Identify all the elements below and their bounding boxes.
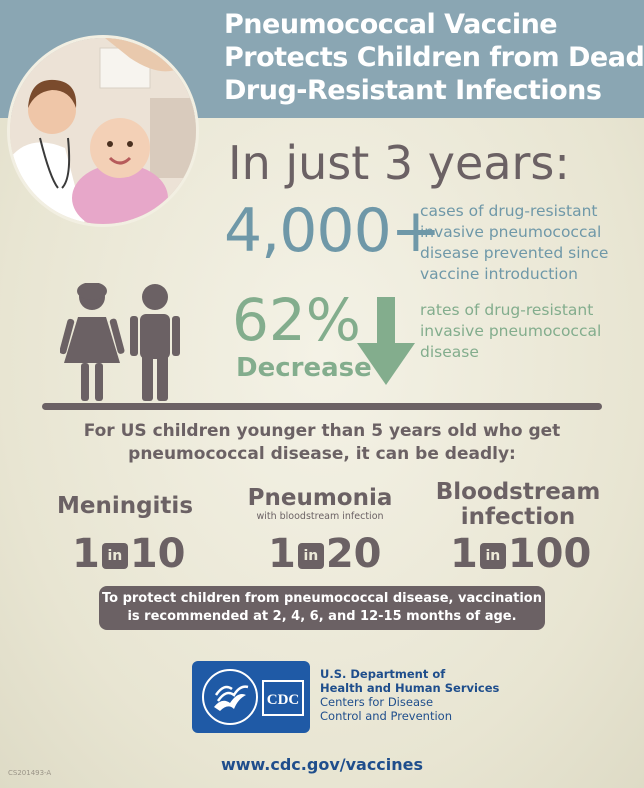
description-line: vaccine introduction	[420, 265, 578, 283]
dept-line: Health and Human Services	[320, 681, 500, 695]
description-line: disease prevented since	[420, 244, 609, 262]
cdc-text: CDC	[267, 692, 300, 708]
children-text-line: For US children younger than 5 years old…	[83, 421, 561, 441]
hhs-seal-icon	[202, 669, 258, 725]
ratio-bloodstream: 1 in 100	[450, 531, 591, 577]
description-line: cases of drug-resistant	[420, 202, 598, 220]
doctor-baby-photo	[10, 38, 196, 224]
ratio-right: 20	[325, 531, 382, 577]
description-line: invasive pneumococcal	[420, 322, 602, 340]
ratio-in: in	[297, 543, 324, 569]
cdc-logo-icon: CDC	[262, 680, 304, 716]
page-title: Pneumococcal Vaccine Protects Children f…	[224, 8, 644, 107]
dept-line: Centers for Disease	[320, 695, 434, 709]
divider	[42, 403, 602, 410]
title-line: Drug-Resistant Infections	[224, 75, 602, 106]
ratio-right: 100	[507, 531, 592, 577]
stat-pneumonia: Pneumonia with bloodstream infection	[240, 486, 400, 523]
stat-name: Pneumonia	[247, 485, 393, 511]
ratio-pneumonia: 1 in 20	[268, 531, 382, 577]
down-arrow-icon	[357, 297, 415, 385]
ratio-in: in	[101, 543, 128, 569]
children-text-line: pneumococcal disease, it can be deadly:	[128, 444, 516, 464]
vaccination-recommendation: To protect children from pneumococcal di…	[99, 586, 545, 630]
stat-name: Bloodstream	[435, 479, 601, 505]
title-line: Pneumococcal Vaccine	[224, 9, 558, 40]
stat-name: infection	[460, 504, 576, 530]
stat-meningitis: Meningitis	[50, 494, 200, 519]
ratio-left: 1	[268, 531, 296, 577]
recommendation-line: To protect children from pneumococcal di…	[101, 591, 542, 606]
ratio-right: 10	[129, 531, 186, 577]
children-icon	[60, 283, 180, 401]
dept-line: U.S. Department of	[320, 667, 446, 681]
stat-bloodstream: Bloodstream infection	[428, 480, 608, 530]
cases-prevented-value: 4,000+	[224, 196, 441, 266]
children-text: For US children younger than 5 years old…	[40, 420, 604, 466]
ratio-meningitis: 1 in 10	[72, 531, 186, 577]
publication-code: CS201493-A	[8, 769, 52, 777]
ratio-left: 1	[450, 531, 478, 577]
cases-description: cases of drug-resistant invasive pneumoc…	[420, 201, 635, 285]
ratio-in: in	[479, 543, 506, 569]
department-name: U.S. Department of Health and Human Serv…	[320, 667, 499, 723]
ratio-left: 1	[72, 531, 100, 577]
description-line: disease	[420, 343, 479, 361]
dept-line: Control and Prevention	[320, 709, 452, 723]
stat-subtext: with bloodstream infection	[256, 511, 384, 522]
decrease-label: Decrease	[236, 353, 372, 383]
decrease-description: rates of drug-resistant invasive pneumoc…	[420, 300, 635, 363]
website-link[interactable]: www.cdc.gov/vaccines	[220, 755, 424, 774]
decrease-value: 62%	[232, 286, 361, 354]
description-line: invasive pneumococcal	[420, 223, 602, 241]
title-line: Protects Children from Deadly	[224, 42, 644, 73]
headline: In just 3 years:	[228, 136, 570, 190]
description-line: rates of drug-resistant	[420, 301, 594, 319]
doctor-baby-illustration	[10, 38, 196, 224]
recommendation-line: is recommended at 2, 4, 6, and 12-15 mon…	[127, 609, 517, 624]
hhs-cdc-logo: CDC	[192, 661, 310, 733]
stat-name: Meningitis	[56, 493, 194, 519]
